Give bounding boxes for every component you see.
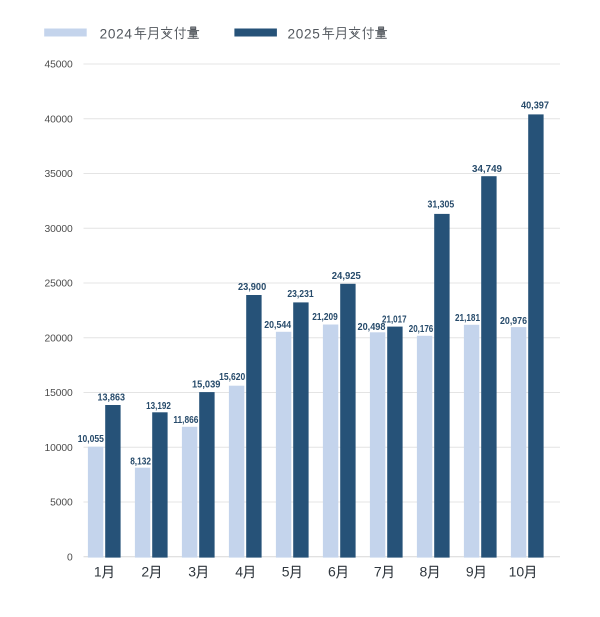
svg-text:23,900: 23,900 — [238, 282, 266, 293]
svg-text:13,192: 13,192 — [146, 401, 171, 412]
svg-text:24,925: 24,925 — [332, 271, 361, 282]
svg-text:13,863: 13,863 — [98, 393, 126, 404]
svg-text:11,866: 11,866 — [173, 415, 198, 426]
svg-text:31,305: 31,305 — [428, 200, 455, 211]
svg-text:9: 9 — [466, 564, 474, 580]
svg-text:21,181: 21,181 — [455, 313, 480, 324]
svg-text:25000: 25000 — [45, 279, 74, 290]
svg-text:35000: 35000 — [45, 169, 74, 180]
svg-text:7: 7 — [374, 564, 382, 580]
svg-text:20,498: 20,498 — [358, 322, 386, 333]
svg-text:4: 4 — [235, 564, 243, 580]
svg-text:40,397: 40,397 — [521, 100, 549, 111]
svg-text:2025: 2025 — [288, 26, 321, 41]
svg-text:21,017: 21,017 — [382, 315, 407, 326]
svg-text:15,620: 15,620 — [219, 372, 245, 383]
svg-text:0: 0 — [67, 553, 73, 564]
svg-text:5000: 5000 — [50, 498, 73, 509]
svg-text:40000: 40000 — [45, 114, 74, 125]
svg-text:2024: 2024 — [100, 26, 133, 41]
svg-text:2: 2 — [141, 564, 149, 580]
svg-text:3: 3 — [188, 564, 196, 580]
svg-text:15,039: 15,039 — [192, 379, 221, 390]
svg-text:34,749: 34,749 — [472, 164, 502, 175]
svg-text:20,976: 20,976 — [500, 316, 527, 327]
svg-text:8: 8 — [420, 564, 428, 580]
svg-text:45000: 45000 — [45, 60, 74, 71]
svg-text:15000: 15000 — [45, 388, 74, 399]
svg-text:10: 10 — [509, 564, 525, 580]
svg-text:20,544: 20,544 — [264, 320, 291, 331]
svg-text:10000: 10000 — [45, 443, 74, 454]
svg-text:6: 6 — [328, 564, 336, 580]
svg-text:1: 1 — [94, 564, 102, 580]
svg-text:21,209: 21,209 — [312, 312, 338, 323]
svg-text:30000: 30000 — [45, 224, 74, 235]
svg-text:20000: 20000 — [45, 334, 74, 345]
svg-text:8,132: 8,132 — [130, 457, 151, 468]
svg-text:5: 5 — [282, 564, 290, 580]
svg-text:23,231: 23,231 — [287, 289, 314, 300]
svg-text:10,055: 10,055 — [78, 434, 104, 445]
svg-text:20,176: 20,176 — [409, 324, 434, 335]
